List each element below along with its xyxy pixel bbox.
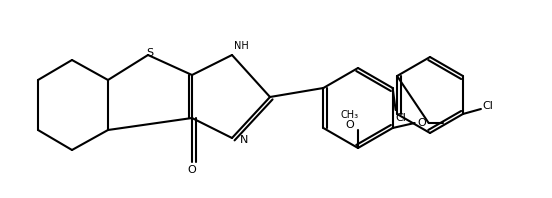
Text: CH₃: CH₃	[341, 110, 359, 120]
Text: NH: NH	[234, 41, 249, 51]
Text: O: O	[188, 165, 197, 175]
Text: O: O	[417, 118, 426, 128]
Text: N: N	[240, 135, 248, 145]
Text: O: O	[346, 120, 354, 130]
Text: Cl: Cl	[395, 113, 406, 123]
Text: S: S	[146, 48, 153, 58]
Text: Cl: Cl	[482, 101, 493, 111]
